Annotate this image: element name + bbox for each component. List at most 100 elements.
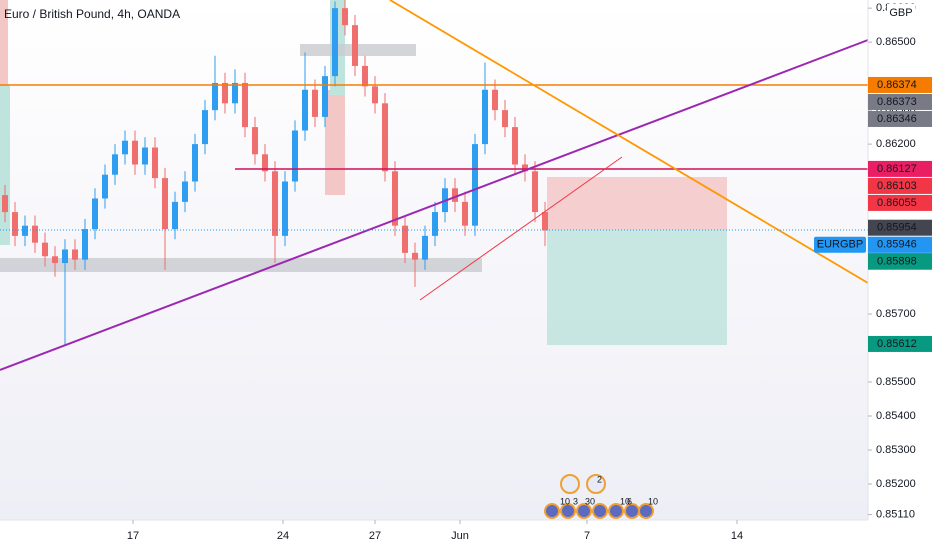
candle-body	[2, 195, 8, 213]
candle-body	[512, 127, 518, 165]
candle-body	[292, 130, 298, 182]
event-icon	[576, 503, 592, 519]
x-tick-label: 27	[369, 530, 381, 542]
candle-body	[412, 252, 418, 260]
price-label-bg	[868, 335, 932, 352]
trend-line	[0, 39, 869, 371]
candle-body	[52, 256, 58, 264]
price-label-bg	[868, 236, 932, 253]
price-label: 0.85946	[877, 239, 917, 251]
candle-body	[312, 89, 318, 117]
price-label: 0.86055	[877, 197, 917, 209]
candle-body	[272, 171, 278, 236]
event-count: 10	[648, 496, 658, 506]
candle-body	[12, 212, 18, 236]
candle-body	[362, 65, 368, 87]
trend-line	[389, 0, 869, 284]
candle-body	[122, 140, 128, 155]
candle-body	[352, 25, 358, 66]
price-label-bg	[868, 93, 932, 110]
candle-body	[342, 8, 348, 26]
candle-body	[422, 235, 428, 260]
price-label-bg	[868, 219, 932, 236]
event-count: 30	[585, 496, 595, 506]
event-count: 10	[560, 496, 570, 506]
y-tick-label: 0.85300	[876, 444, 916, 456]
price-label: 0.86127	[877, 163, 917, 175]
candle-body	[332, 8, 338, 77]
symbol: EURGBP	[817, 239, 863, 251]
candle-body	[102, 174, 108, 199]
candle-body	[72, 249, 78, 260]
stop-zone	[547, 177, 727, 229]
price-label-bg	[868, 253, 932, 270]
event-icon	[560, 503, 576, 519]
price-label: 0.85954	[877, 222, 917, 234]
y-tick-label: 0.86200	[876, 138, 916, 150]
candle-body	[522, 164, 528, 172]
zone	[0, 85, 10, 245]
candle-body	[242, 82, 248, 128]
event-icon	[586, 474, 606, 494]
candle-body	[302, 89, 308, 131]
price-label: 0.86103	[877, 180, 917, 192]
candle-body	[282, 181, 288, 236]
x-tick-label: 17	[127, 530, 139, 542]
trend-line	[419, 156, 623, 301]
candle-body	[222, 82, 228, 104]
candle-body	[372, 86, 378, 104]
event-count: 2	[597, 474, 602, 484]
candle-body	[32, 225, 38, 243]
candle-body	[22, 225, 28, 236]
zone	[0, 0, 8, 85]
candle-body	[262, 154, 268, 172]
symbol-bg	[814, 236, 866, 253]
candle-body	[392, 171, 398, 226]
x-tick-label: 24	[277, 530, 289, 542]
candle-body	[192, 144, 198, 182]
candle-body	[432, 212, 438, 236]
event-icon	[592, 503, 608, 519]
y-tick-label: 0.85700	[876, 308, 916, 320]
event-count: 3	[573, 496, 578, 506]
candle-body	[382, 103, 388, 172]
support-zone	[0, 258, 482, 272]
price-label-bg	[868, 194, 932, 211]
candle-body	[232, 82, 238, 104]
candle-body	[472, 144, 478, 226]
price-label: 0.86373	[877, 96, 917, 108]
candle-body	[492, 89, 498, 111]
target-zone	[547, 229, 727, 345]
candle-body	[92, 198, 98, 230]
currency-bg	[887, 4, 915, 20]
candle-body	[542, 212, 548, 231]
candle-body	[142, 147, 148, 165]
candle-body	[202, 110, 208, 145]
y-tick-label: 0.85200	[876, 478, 916, 490]
candle-body	[482, 89, 488, 145]
price-label-bg	[868, 160, 932, 177]
candle-body	[212, 82, 218, 111]
candle-body	[132, 140, 138, 165]
candle-body	[112, 154, 118, 175]
candle-body	[322, 76, 328, 117]
candle-body	[532, 171, 538, 213]
price-label: 0.85898	[877, 256, 917, 268]
y-tick-label: 0.85110	[876, 508, 915, 520]
candle-body	[182, 181, 188, 202]
price-label-bg	[868, 110, 932, 127]
event-count: 6	[627, 496, 632, 506]
candle-body	[402, 225, 408, 253]
candle-body	[42, 242, 48, 257]
chart-title: Euro / British Pound, 4h, OANDA	[4, 7, 180, 21]
price-label-bg	[868, 76, 932, 93]
x-tick-label: Jun	[451, 530, 469, 542]
y-tick-label: 0.85400	[876, 410, 916, 422]
event-icon	[560, 474, 580, 494]
candle-body	[62, 249, 68, 264]
event-icon	[638, 503, 654, 519]
price-label: 0.85612	[877, 338, 917, 350]
event-icon	[544, 503, 560, 519]
x-tick-label: 7	[584, 530, 590, 542]
